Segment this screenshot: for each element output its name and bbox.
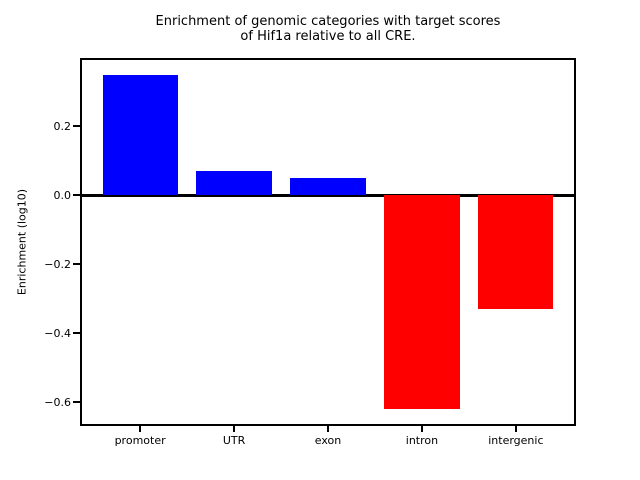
x-tick-mark xyxy=(420,426,423,432)
x-tick-label-exon: exon xyxy=(314,434,342,447)
plot-area xyxy=(80,58,576,426)
bar-promoter xyxy=(102,74,178,196)
y-tick-label: 0.0 xyxy=(53,188,72,202)
x-tick-label-intergenic: intergenic xyxy=(488,434,544,447)
x-tick-mark xyxy=(514,426,517,432)
y-tick-label: −0.2 xyxy=(44,257,71,271)
y-tick-mark xyxy=(73,263,80,266)
bar-exon xyxy=(290,178,366,196)
y-tick-label: −0.6 xyxy=(44,395,71,409)
chart-title: Enrichment of genomic categories with ta… xyxy=(155,14,501,44)
zero-line xyxy=(80,193,576,197)
y-tick-mark xyxy=(73,332,80,335)
bar-UTR xyxy=(196,171,272,196)
bar-intergenic xyxy=(478,195,554,310)
x-tick-mark xyxy=(139,426,142,432)
x-tick-mark xyxy=(327,426,329,432)
y-tick-label: 0.2 xyxy=(53,119,72,133)
y-axis-label: Enrichment (log10) xyxy=(15,188,29,296)
bar-intron xyxy=(384,195,460,410)
y-tick-mark xyxy=(73,401,80,404)
x-tick-label-UTR: UTR xyxy=(222,434,246,447)
x-tick-label-promoter: promoter xyxy=(114,434,166,447)
x-tick-mark xyxy=(233,426,236,432)
y-tick-mark xyxy=(73,194,80,197)
y-tick-label: −0.4 xyxy=(44,326,71,340)
y-tick-mark xyxy=(73,125,80,128)
x-tick-label-intron: intron xyxy=(405,434,439,447)
